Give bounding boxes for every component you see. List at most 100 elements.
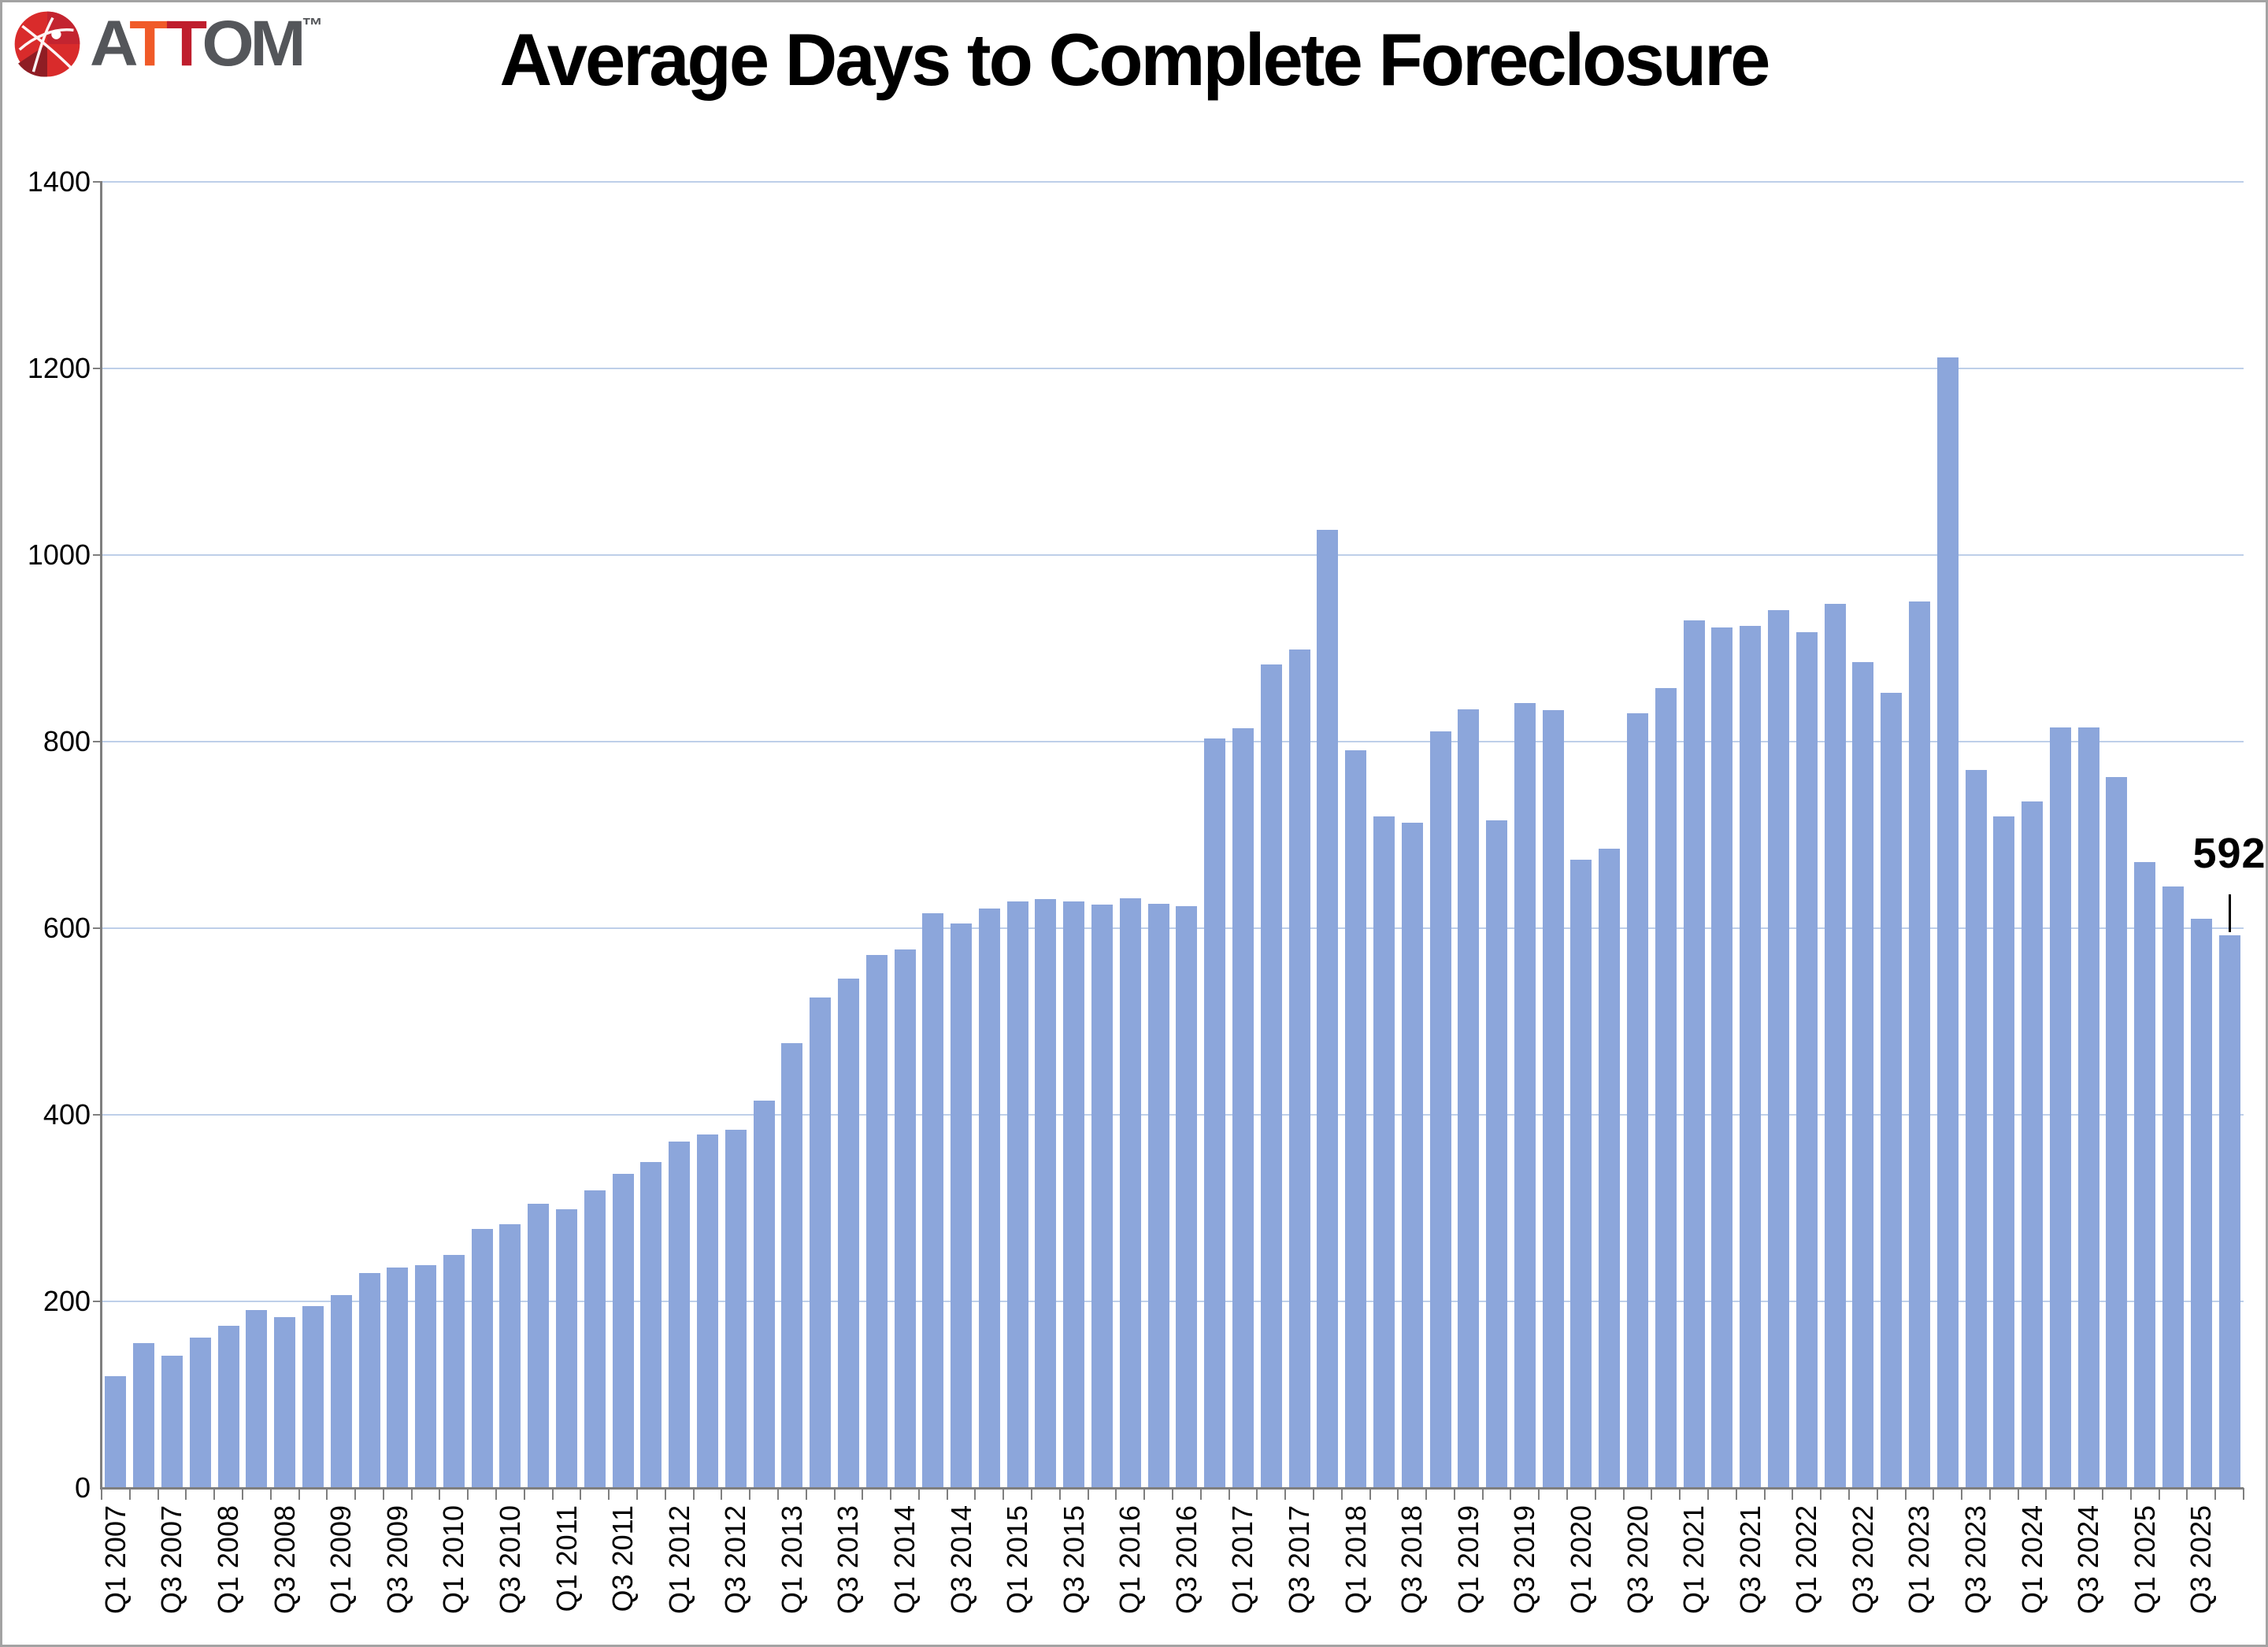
x-axis-tick [495, 1488, 497, 1500]
bar-q3-2017 [1289, 650, 1310, 1488]
x-axis-label-q1-2024: Q1 2024 [2016, 1505, 2048, 1615]
x-axis-tick [1510, 1488, 1511, 1500]
x-axis-label-q3-2012: Q3 2012 [719, 1505, 751, 1615]
x-axis-tick [1623, 1488, 1625, 1500]
bar-q2-2013 [810, 997, 831, 1488]
x-axis-tick [806, 1488, 807, 1500]
x-axis-tick [1707, 1488, 1709, 1500]
y-axis-label: 0 [74, 1471, 91, 1504]
attom-logo: ATTOM™ [13, 9, 323, 79]
x-axis-label-q3-2016: Q3 2016 [1170, 1505, 1203, 1615]
x-axis-label-q1-2009: Q1 2009 [324, 1505, 357, 1615]
x-axis-tick [1031, 1488, 1032, 1500]
bar-q2-2018 [1373, 816, 1395, 1488]
x-axis-label-q3-2013: Q3 2013 [832, 1505, 864, 1615]
x-axis-tick [834, 1488, 836, 1500]
x-axis-tick [1313, 1488, 1314, 1500]
gridline-600 [102, 927, 2244, 929]
x-axis-tick [890, 1488, 891, 1500]
x-axis-tick [1002, 1488, 1004, 1500]
x-axis-tick [862, 1488, 863, 1500]
x-axis-tick [129, 1488, 131, 1500]
x-axis-tick [270, 1488, 272, 1500]
bar-q4-2018 [1430, 731, 1451, 1488]
x-axis-label-q3-2014: Q3 2014 [945, 1505, 977, 1615]
x-axis-tick [608, 1488, 610, 1500]
x-axis-label-q3-2008: Q3 2008 [269, 1505, 301, 1615]
x-axis-tick [242, 1488, 243, 1500]
x-axis-label-q3-2020: Q3 2020 [1621, 1505, 1654, 1615]
y-axis-label: 400 [43, 1098, 91, 1131]
x-axis-tick [1284, 1488, 1286, 1500]
bar-q2-2014 [922, 913, 943, 1488]
x-axis-label-q1-2012: Q1 2012 [663, 1505, 695, 1615]
x-axis-tick [1736, 1488, 1737, 1500]
x-axis-tick [326, 1488, 328, 1500]
x-axis-label-q3-2023: Q3 2023 [1959, 1505, 1992, 1615]
callout-leader-line [2229, 894, 2231, 933]
bar-q3-2013 [838, 979, 859, 1488]
x-axis-tick [467, 1488, 469, 1500]
bar-q2-2024 [2050, 727, 2071, 1488]
y-axis-tick [93, 368, 102, 369]
x-axis-label-q1-2020: Q1 2020 [1565, 1505, 1597, 1615]
bar-q4-2015 [1091, 905, 1113, 1488]
x-axis-label-q1-2021: Q1 2021 [1677, 1505, 1710, 1615]
y-axis-tick [93, 554, 102, 556]
bar-q2-2020 [1599, 849, 1620, 1488]
x-axis-label-q1-2022: Q1 2022 [1790, 1505, 1822, 1615]
x-axis-tick [693, 1488, 695, 1500]
x-axis-tick [665, 1488, 666, 1500]
x-axis-tick [1228, 1488, 1230, 1500]
bar-q1-2020 [1570, 860, 1592, 1488]
x-axis-label-q3-2011: Q3 2011 [606, 1505, 639, 1612]
bar-q2-2017 [1261, 664, 1282, 1488]
x-axis-tick [918, 1488, 920, 1500]
y-axis-label: 800 [43, 725, 91, 757]
bar-q3-2023 [1966, 770, 1987, 1488]
x-axis-label-q3-2015: Q3 2015 [1058, 1505, 1090, 1615]
x-axis-tick [1877, 1488, 1878, 1500]
gridline-200 [102, 1301, 2244, 1302]
bar-q4-2011 [640, 1162, 662, 1488]
bar-q2-2012 [697, 1134, 718, 1488]
x-axis-tick [1200, 1488, 1202, 1500]
x-axis-tick [947, 1488, 948, 1500]
bar-q2-2007 [133, 1343, 154, 1488]
bar-q4-2020 [1655, 688, 1677, 1488]
bar-q1-2019 [1458, 709, 1479, 1488]
bar-q1-2012 [669, 1142, 690, 1488]
x-axis-label-q3-2009: Q3 2009 [381, 1505, 413, 1615]
bar-q3-2024 [2078, 727, 2099, 1488]
x-axis-tick [1764, 1488, 1766, 1500]
x-axis-tick [1341, 1488, 1343, 1500]
x-axis-tick [2243, 1488, 2244, 1500]
trademark-symbol: ™ [302, 13, 324, 37]
y-axis-line [100, 181, 102, 1489]
x-axis-tick [1397, 1488, 1399, 1500]
x-axis-label-q1-2010: Q1 2010 [437, 1505, 469, 1615]
bar-q3-2018 [1402, 823, 1423, 1488]
x-axis-tick [1595, 1488, 1596, 1500]
x-axis-tick [1905, 1488, 1907, 1500]
bar-q2-2022 [1825, 604, 1846, 1488]
bar-q2-2015 [1035, 899, 1056, 1488]
x-axis-tick [213, 1488, 215, 1500]
x-axis-label-q3-2022: Q3 2022 [1847, 1505, 1879, 1615]
y-axis-label: 1000 [27, 539, 91, 571]
y-axis-label: 600 [43, 912, 91, 944]
x-axis-tick [1566, 1488, 1568, 1500]
x-axis-tick [1088, 1488, 1089, 1500]
x-axis-label-q3-2024: Q3 2024 [2072, 1505, 2104, 1615]
bar-q3-2012 [725, 1130, 747, 1488]
bar-q1-2015 [1007, 901, 1028, 1488]
x-axis-label-q3-2010: Q3 2010 [494, 1505, 526, 1615]
attom-wordmark: ATTOM™ [90, 8, 324, 80]
x-axis-tick [1369, 1488, 1371, 1500]
x-axis-tick [636, 1488, 638, 1500]
bar-q4-2013 [866, 955, 888, 1488]
x-axis-tick [2018, 1488, 2019, 1500]
x-axis-tick [524, 1488, 525, 1500]
y-axis-tick [93, 1301, 102, 1302]
